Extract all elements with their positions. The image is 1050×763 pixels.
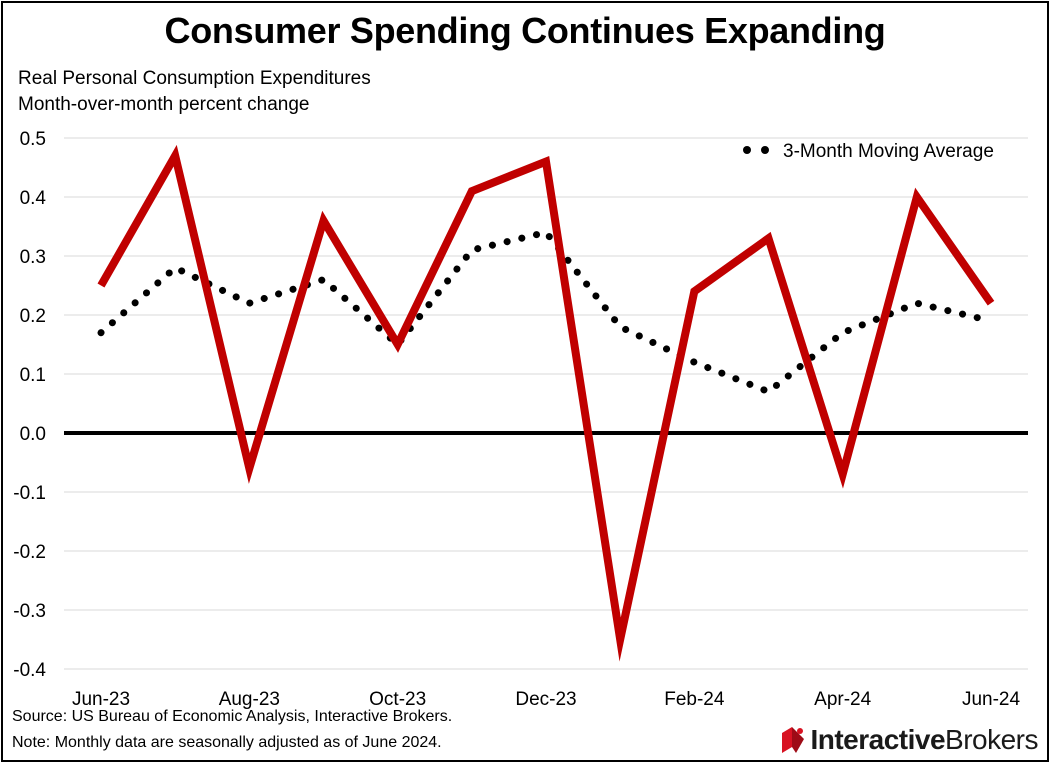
x-tick-label: Aug-23 <box>219 689 280 710</box>
logo-mark-icon <box>782 727 805 753</box>
series-moving-average-line <box>97 228 995 396</box>
y-tick-label: 0.5 <box>20 129 46 150</box>
x-tick-label: Apr-24 <box>814 689 871 710</box>
footnote-note: Note: Monthly data are seasonally adjust… <box>12 734 442 751</box>
x-tick-label: Jun-23 <box>72 689 130 710</box>
y-tick-label: 0.4 <box>20 188 47 209</box>
legend-label-moving-average: 3-Month Moving Average <box>783 141 994 162</box>
logo-text-interactive: Interactive <box>810 724 946 755</box>
chart-title: Consumer Spending Continues Expanding <box>164 10 886 51</box>
logo-text-brokers: Brokers <box>945 724 1038 755</box>
series-monthly-change-line <box>97 144 995 662</box>
y-tick-label: 0.0 <box>20 424 46 445</box>
chart-subtitle-line1: Real Personal Consumption Expenditures <box>18 68 371 89</box>
x-tick-label: Dec-23 <box>515 689 576 710</box>
x-tick-label: Feb-24 <box>664 689 725 710</box>
y-tick-label: 0.1 <box>20 365 46 386</box>
y-tick-label: 0.3 <box>20 247 46 268</box>
x-tick-label: Oct-23 <box>369 689 426 710</box>
y-tick-label: -0.4 <box>13 660 46 681</box>
y-tick-label: 0.2 <box>20 306 46 327</box>
y-tick-label: -0.1 <box>13 483 46 504</box>
chart-subtitle-line2: Month-over-month percent change <box>18 94 310 115</box>
x-tick-label: Jun-24 <box>962 689 1021 710</box>
footnote-source: Source: US Bureau of Economic Analysis, … <box>12 708 453 725</box>
y-tick-label: -0.2 <box>13 542 46 563</box>
legend-dot <box>743 146 751 154</box>
legend-dot <box>761 146 769 154</box>
interactive-brokers-logo: Interactive Brokers <box>780 724 1038 756</box>
y-tick-label: -0.3 <box>13 601 46 622</box>
